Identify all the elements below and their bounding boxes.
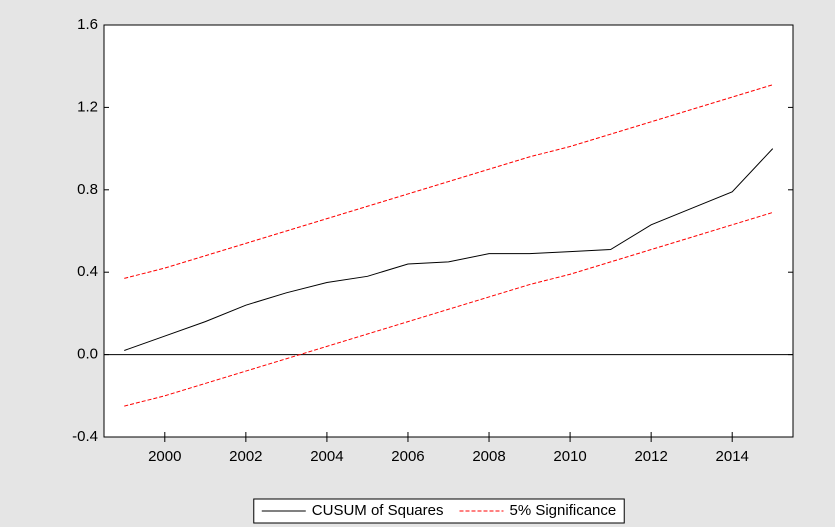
legend-box <box>253 498 625 524</box>
x-tick-label: 2014 <box>716 448 749 465</box>
y-tick-label: 0.8 <box>77 181 98 198</box>
series-line <box>124 148 774 351</box>
plot-area <box>103 24 794 438</box>
x-tick-label: 2004 <box>310 448 343 465</box>
y-tick-label: 0.0 <box>77 346 98 363</box>
x-tick-label: 2010 <box>553 448 586 465</box>
x-tick-label: 2000 <box>148 448 181 465</box>
y-tick-label: -0.4 <box>72 428 98 445</box>
series-line <box>124 84 773 279</box>
x-tick-label: 2006 <box>391 448 424 465</box>
x-tick-label: 2008 <box>472 448 505 465</box>
legend-label: 5% Significance <box>509 502 616 519</box>
y-tick-label: 0.4 <box>77 263 98 280</box>
legend: CUSUM of Squares 5% Significance <box>253 498 625 524</box>
y-tick-label: 1.2 <box>77 98 98 115</box>
y-tick-label: 1.6 <box>77 16 98 33</box>
x-tick-label: 2002 <box>229 448 262 465</box>
x-tick-label: 2012 <box>634 448 667 465</box>
series-line <box>124 211 773 407</box>
legend-label: CUSUM of Squares <box>312 502 444 519</box>
